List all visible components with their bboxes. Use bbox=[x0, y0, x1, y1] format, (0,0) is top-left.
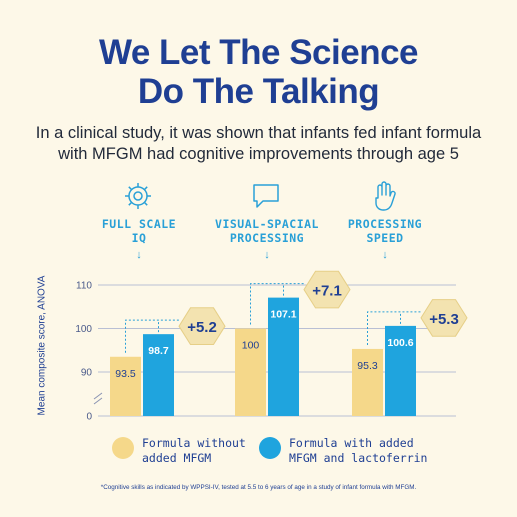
difference-connector bbox=[250, 283, 305, 325]
bar-value-label: 107.1 bbox=[270, 309, 296, 321]
legend-label-with: Formula with added MFGM and lactoferrin bbox=[289, 436, 427, 466]
y-tick-label: 100 bbox=[75, 324, 92, 335]
subtitle-line1: In a clinical study, it was shown that i… bbox=[35, 124, 482, 142]
legend-swatch-with bbox=[259, 437, 281, 459]
legend-without-line1: Formula without bbox=[142, 436, 246, 450]
chevron-down-icon: ↓ bbox=[382, 249, 388, 261]
category-label-speed: PROCESSING SPEED bbox=[320, 217, 450, 245]
legend-with-line2: MFGM and lactoferrin bbox=[289, 451, 428, 465]
legend-without-line2: added MFGM bbox=[142, 451, 212, 465]
bar-with-mfgm bbox=[268, 297, 299, 416]
category-label-visual-line1: VISUAL-SPACIAL bbox=[215, 217, 319, 231]
legend-label-without: Formula without added MFGM bbox=[142, 436, 246, 466]
bar-without-mfgm bbox=[110, 356, 141, 416]
subtitle: In a clinical study, it was shown that i… bbox=[0, 123, 517, 165]
category-label-iq-line2: IQ bbox=[131, 231, 147, 245]
difference-label: +7.1 bbox=[312, 283, 342, 300]
bar-with-mfgm bbox=[385, 325, 416, 416]
difference-badge bbox=[420, 299, 468, 337]
category-label-iq-line1: FULL SCALE bbox=[101, 217, 177, 231]
page-title-line1: We Let The Science bbox=[98, 33, 419, 72]
difference-label: +5.2 bbox=[187, 319, 217, 336]
bar-value-label: 93.5 bbox=[115, 368, 136, 380]
bar-without-mfgm bbox=[235, 328, 266, 416]
gear-head-icon bbox=[125, 183, 151, 209]
bar-value-label: 100.6 bbox=[387, 337, 413, 349]
difference-badge bbox=[178, 307, 226, 345]
difference-badge bbox=[303, 270, 351, 309]
y-tick-label: 90 bbox=[81, 368, 93, 379]
footnote: *Cognitive skills as indicated by WPPSI-… bbox=[100, 484, 417, 491]
category-label-visual-line2: PROCESSING bbox=[229, 231, 305, 245]
chevron-down-icon: ↓ bbox=[264, 249, 270, 261]
difference-label: +5.3 bbox=[429, 311, 459, 328]
bar-value-label: 100 bbox=[242, 340, 260, 352]
legend-swatch-without bbox=[112, 437, 134, 459]
hand-icon bbox=[375, 181, 396, 211]
bar-without-mfgm bbox=[352, 348, 383, 416]
chevron-down-icon: ↓ bbox=[136, 249, 142, 261]
axis-break-mark bbox=[93, 392, 103, 400]
bar-value-label: 98.7 bbox=[148, 345, 169, 357]
axis-break-mark bbox=[93, 397, 103, 405]
category-label-speed-line1: PROCESSING bbox=[347, 217, 423, 231]
difference-connector bbox=[367, 311, 422, 345]
category-label-visual: VISUAL-SPACIAL PROCESSING bbox=[202, 217, 332, 245]
y-tick-label: 0 bbox=[86, 412, 92, 423]
page-title-line2: Do The Talking bbox=[137, 72, 380, 111]
difference-connector bbox=[125, 319, 180, 353]
bar-value-label: 95.3 bbox=[357, 360, 378, 372]
subtitle-line2: with MFGM had cognitive improvements thr… bbox=[58, 145, 459, 163]
category-label-iq: FULL SCALE IQ bbox=[74, 217, 204, 245]
chat-bubble-icon bbox=[253, 184, 279, 208]
y-tick-label: 110 bbox=[76, 281, 92, 292]
bar-with-mfgm bbox=[143, 334, 174, 416]
legend-with-line1: Formula with added bbox=[289, 436, 414, 450]
category-label-speed-line2: SPEED bbox=[366, 231, 404, 245]
